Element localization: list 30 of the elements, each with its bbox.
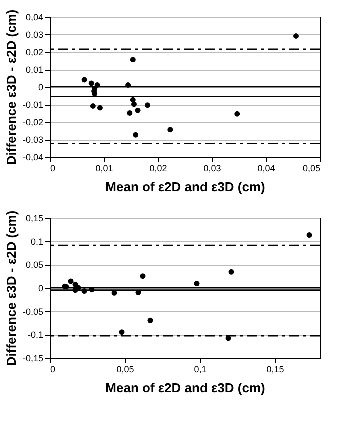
y-tick-label: -0,02 xyxy=(22,118,44,128)
y-axis-title: Difference ε3D - ε2D (cm) xyxy=(4,10,19,166)
x-tick-label: 0,02 xyxy=(150,164,168,174)
y-tick-label: 0,1 xyxy=(30,236,44,247)
y-tick-label: 0,04 xyxy=(26,12,44,22)
y-tick-label: 0 xyxy=(38,82,44,92)
y-tick-label: -0,04 xyxy=(22,152,44,162)
y-tick-label: -0,03 xyxy=(22,135,44,145)
y-tick-label: 0,05 xyxy=(26,260,44,270)
x-tick-label: 0,03 xyxy=(204,164,222,174)
y-tick-label: -0,1 xyxy=(28,330,44,340)
x-tick-label: 0,04 xyxy=(258,164,276,174)
y-tick-label: 0,03 xyxy=(26,30,44,40)
x-tick-label: 0 xyxy=(50,164,56,174)
y-axis-title: Difference ε3D - ε2D (cm) xyxy=(4,210,19,366)
x-tick-label: 0 xyxy=(50,364,56,374)
y-tick-label: -0,01 xyxy=(22,100,44,110)
y-tick-label: 0,02 xyxy=(26,48,44,58)
x-tick-label: 0,1 xyxy=(194,364,207,374)
y-tick-label: 0,15 xyxy=(26,214,44,224)
y-tick-label: 0,01 xyxy=(26,65,44,75)
x-axis-title: Mean of ε2D and ε3D (cm) xyxy=(106,380,266,396)
x-axis-title: Mean of ε2D and ε3D (cm) xyxy=(106,180,266,194)
x-tick-label: 0,05 xyxy=(116,364,134,374)
x-tick-label: 0,15 xyxy=(266,364,284,374)
x-tick-label: 0,05 xyxy=(302,164,320,174)
x-tick-label: 0,01 xyxy=(96,164,114,174)
y-tick-label: -0,05 xyxy=(22,306,44,317)
y-tick-label: 0 xyxy=(38,284,44,294)
y-tick-label: -0,15 xyxy=(22,354,44,364)
